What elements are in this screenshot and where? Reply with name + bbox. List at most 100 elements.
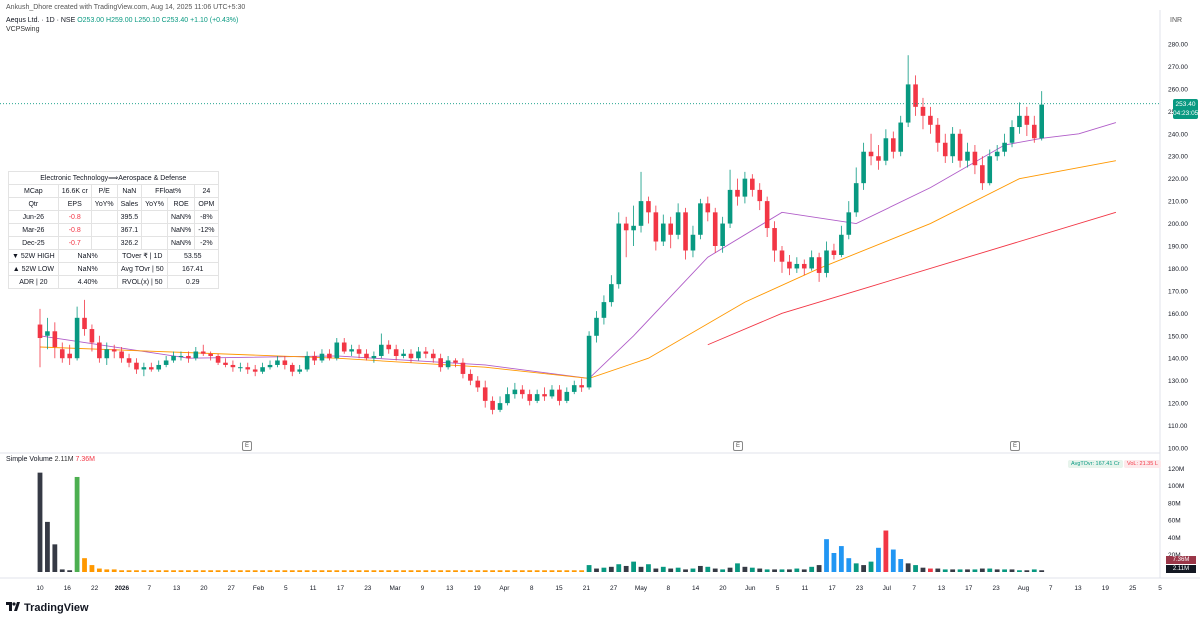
candle-body (957, 133, 963, 161)
info-table-cell (141, 236, 168, 250)
candle-body (542, 394, 547, 397)
time-axis-label: 23 (364, 585, 372, 592)
candle-body (59, 349, 65, 359)
volume-bar (608, 566, 614, 572)
time-axis-label: 15 (555, 585, 563, 592)
indicator-name[interactable]: VCPSwing (6, 26, 40, 33)
info-table-cell: YoY% (141, 197, 168, 211)
volume-bar (490, 570, 496, 572)
candle-body (980, 165, 985, 184)
candle-body (935, 124, 941, 143)
candle-body (594, 317, 599, 336)
volume-bar (987, 568, 993, 572)
time-axis-label: 19 (1102, 585, 1110, 592)
time-axis-label: 22 (91, 585, 99, 592)
earnings-marker[interactable]: E (1010, 441, 1020, 451)
volume-bar (697, 565, 703, 572)
info-table-cell: EPS (57, 197, 92, 211)
volume-bar (423, 570, 429, 572)
volume-bar (720, 569, 726, 572)
candle-body (134, 362, 139, 370)
volume-bar (163, 570, 169, 572)
volume-bar (74, 476, 80, 572)
volume-bar (223, 570, 228, 572)
volume-header[interactable]: Simple Volume 2.11M 7.36M (6, 456, 95, 463)
time-axis-label: 27 (610, 585, 618, 592)
candle-body (460, 362, 466, 374)
candle-body (327, 353, 332, 359)
candle-body (349, 349, 354, 352)
volume-bar (742, 566, 748, 572)
tradingview-logo-icon (6, 602, 20, 614)
earnings-marker[interactable]: E (242, 441, 252, 451)
candle-body (304, 355, 310, 370)
bar-countdown: 04:23:05 (1173, 110, 1199, 117)
volume-bar (816, 565, 822, 572)
volume-bar (1039, 570, 1045, 572)
volume-bar (37, 472, 43, 572)
volume-bar (186, 570, 191, 572)
candle-body (646, 201, 651, 213)
volume-bar (838, 546, 844, 572)
chart-credit: Ankush_Dhore created with TradingView.co… (6, 4, 246, 11)
candle-body (163, 360, 169, 365)
candle-body (987, 156, 993, 184)
volume-bar (646, 564, 651, 572)
time-axis-label: 8 (666, 585, 670, 592)
candle-body (861, 151, 866, 184)
price-axis-label: 200.00 (1168, 221, 1188, 228)
candle-body (690, 234, 696, 251)
volume-bar (965, 569, 970, 572)
price-axis-label: 210.00 (1168, 199, 1188, 206)
price-axis-label: 120.00 (1168, 401, 1188, 408)
time-axis-label: 19 (473, 585, 481, 592)
info-table-cell: Jun-26 (8, 210, 59, 224)
volume-bar (156, 570, 162, 572)
earnings-marker[interactable]: E (733, 441, 743, 451)
time-axis-label: 25 (1129, 585, 1137, 592)
candle-body (1024, 115, 1030, 125)
info-table-cell: -0.8 (57, 223, 92, 237)
info-table-cell: Sales (116, 197, 143, 211)
volume-bar (304, 570, 310, 572)
candle-body (816, 257, 822, 273)
volume-axis-label: 40M (1168, 535, 1181, 542)
candle-body (52, 331, 58, 347)
volume-bar (82, 558, 87, 572)
candle-body (267, 364, 273, 368)
volume-bar (519, 570, 525, 572)
volume-bar (237, 570, 243, 572)
volume-bar (898, 559, 904, 572)
candle-body (520, 389, 525, 395)
info-table-cell: YoY% (90, 197, 118, 211)
time-axis-label: Jul (883, 585, 892, 592)
volume-bar (230, 570, 236, 572)
candle-body (297, 369, 302, 372)
candle-body (831, 250, 837, 255)
info-table-cell (141, 210, 168, 224)
candle-body (787, 261, 792, 269)
candle-body (994, 151, 1000, 157)
time-axis-label: 20 (719, 585, 727, 592)
info-table-row: ADR | 20 4.40% RVOL(x) | 50 0.29 (8, 275, 219, 289)
candle-body (275, 360, 280, 365)
candle-body (824, 250, 829, 273)
info-table-cell: ▼ 52W HIGH (8, 249, 59, 263)
price-axis-label: 110.00 (1168, 423, 1188, 430)
candle-body (868, 151, 874, 157)
candle-body (178, 355, 184, 357)
volume-bar (215, 570, 221, 572)
candle-body (438, 358, 443, 368)
volume-bar (594, 568, 599, 572)
candle-body (905, 84, 911, 123)
info-table-cell: 367.1 (116, 223, 143, 237)
tradingview-logo[interactable]: TradingView (6, 602, 89, 614)
candle-body (720, 223, 725, 246)
time-axis-label: Jun (745, 585, 756, 592)
candle-body (839, 234, 844, 255)
time-axis-label: 17 (337, 585, 345, 592)
candle-body (282, 360, 288, 365)
candle-body (683, 212, 688, 251)
time-axis-label: 14 (692, 585, 700, 592)
